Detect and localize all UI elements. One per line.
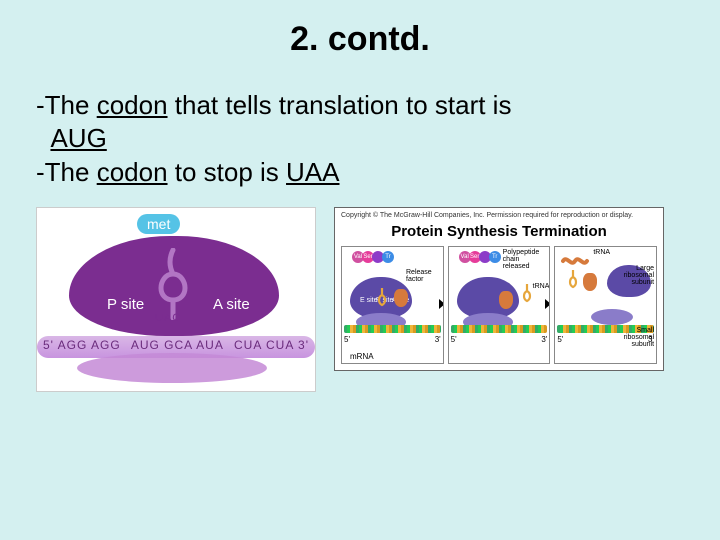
t2b: to stop is: [168, 157, 287, 187]
three-prime-label: 3': [435, 335, 441, 344]
e-site-label: E site: [360, 297, 378, 304]
release-factor-icon: [499, 291, 513, 309]
mrna-mid: AUG GCA AUA: [131, 338, 224, 352]
t2a: -The: [36, 157, 97, 187]
amino-acid-chain: ValSerTr: [459, 251, 499, 263]
arrow-icon: [439, 299, 444, 309]
release-factor-icon: [394, 289, 408, 307]
body-text: -The codon that tells translation to sta…: [0, 59, 720, 189]
release-factor-label: Release factor: [406, 269, 432, 284]
mrna-right: CUA CUA 3': [234, 338, 309, 352]
bullet-2: -The codon to stop is UAA: [36, 156, 684, 189]
polypeptide-icon: [561, 253, 591, 269]
release-factor-icon: [583, 273, 597, 291]
termination-title: Protein Synthesis Termination: [341, 221, 657, 246]
copyright-text: Copyright © The McGraw-Hill Companies, I…: [341, 212, 657, 221]
amino-acid-chain: ValSerTr: [352, 251, 392, 263]
panel-3: 5' 3' tRNA Large ribosomal subunit Small…: [554, 246, 657, 364]
bullet-1: -The codon that tells translation to sta…: [36, 89, 684, 156]
t2-codon: codon: [97, 157, 168, 187]
trna-label: tRNA: [593, 249, 610, 256]
t1a: -The: [36, 90, 97, 120]
five-prime-label: 5': [344, 335, 350, 344]
five-prime-label: 5': [451, 335, 457, 344]
three-prime-label: 3': [541, 335, 547, 344]
amino-acid: Tr: [489, 251, 501, 263]
arrow-icon: [545, 299, 550, 309]
large-subunit-label: Large ribosomal subunit: [624, 265, 654, 287]
mrna-band: [451, 325, 548, 333]
mrna-sequence: 5' AGG AGG AUG GCA AUA CUA CUA 3': [43, 338, 309, 352]
t1-aug: AUG: [50, 123, 106, 153]
a-site-label: A site: [213, 296, 250, 313]
met-badge: met: [137, 214, 180, 234]
t1-codon: codon: [97, 90, 168, 120]
termination-figure: Copyright © The McGraw-Hill Companies, I…: [334, 207, 664, 371]
ribosome-small-subunit: [77, 353, 267, 383]
mrna-band: [344, 325, 441, 333]
mrna-label: mRNA: [350, 352, 374, 361]
panel-2: ValSerTr 5' 3' tRNA Polypeptide chain re…: [448, 246, 551, 364]
p-site-label: P site: [107, 296, 144, 313]
trna-icon: [155, 248, 191, 320]
trna-icon: [521, 283, 533, 303]
trna-icon: [376, 287, 388, 307]
figures-row: met P site A site UAC 5' AGG AGG AUG GCA…: [0, 189, 720, 392]
amino-acid: Tr: [382, 251, 394, 263]
ribo-small-icon: [591, 309, 633, 325]
five-prime-label: 5': [557, 335, 563, 344]
t1b: that tells translation to start is: [168, 90, 512, 120]
trna-label: tRNA: [533, 283, 550, 290]
small-subunit-label: Small ribosomal subunit: [624, 327, 654, 349]
panel-1: ValSerTr E site P site A site 5' 3' mRNA…: [341, 246, 444, 364]
ribosome-figure: met P site A site UAC 5' AGG AGG AUG GCA…: [36, 207, 316, 392]
polypeptide-label: Polypeptide chain released: [503, 249, 540, 271]
anticodon-label: UAC: [155, 312, 181, 324]
termination-panels: ValSerTr E site P site A site 5' 3' mRNA…: [341, 246, 657, 364]
t2-uaa: UAA: [286, 157, 339, 187]
slide-title: 2. contd.: [0, 0, 720, 59]
mrna-left: 5' AGG AGG: [43, 338, 121, 352]
trna-icon: [567, 269, 579, 289]
